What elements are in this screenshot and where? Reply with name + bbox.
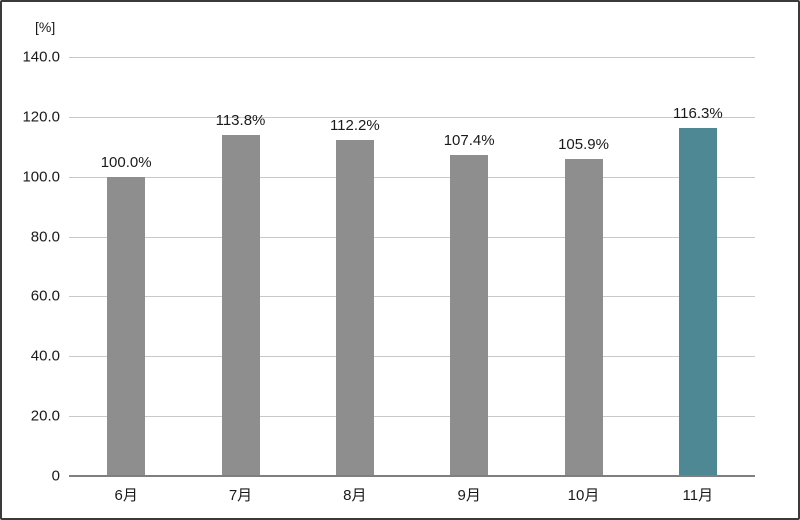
- gridline: [69, 176, 755, 178]
- gridline: [69, 296, 755, 298]
- gridline: [69, 57, 755, 58]
- y-tick-label: 100.0: [22, 168, 60, 186]
- gridline: [69, 116, 755, 118]
- y-tick-label: 0: [51, 467, 60, 485]
- bar: [678, 127, 717, 476]
- x-axis-label: 10月: [567, 487, 600, 504]
- x-axis-label: 7月: [228, 487, 253, 504]
- bar-value-label: 112.2%: [329, 117, 380, 135]
- x-axis-label: 9月: [457, 487, 481, 504]
- y-tick-label: 60.0: [30, 287, 60, 305]
- y-tick-label: 140.0: [22, 48, 60, 66]
- x-axis-label: 8月: [343, 487, 367, 504]
- y-axis-unit-label: [%]: [35, 19, 56, 35]
- bar: [564, 159, 603, 476]
- bar-value-label: 100.0%: [100, 153, 152, 171]
- bar: [107, 176, 146, 476]
- y-tick-label: 40.0: [30, 347, 60, 365]
- gridline: [69, 416, 755, 418]
- x-axis-label: 6月: [114, 487, 138, 504]
- x-axis-label: 11月: [682, 487, 714, 504]
- bar: [450, 154, 489, 476]
- bar-value-label: 113.8%: [215, 112, 266, 130]
- x-axis-line: [69, 475, 755, 477]
- bar: [221, 135, 260, 476]
- y-tick-label: 20.0: [30, 407, 60, 425]
- y-tick-label: 120.0: [22, 108, 60, 126]
- bar-value-label: 107.4%: [443, 131, 495, 149]
- bar-value-label: 105.9%: [558, 136, 609, 154]
- gridline: [69, 356, 755, 358]
- y-tick-label: 80.0: [30, 228, 60, 246]
- bar: [335, 140, 374, 476]
- gridline: [69, 236, 755, 238]
- bar-value-label: 116.3%: [672, 104, 723, 122]
